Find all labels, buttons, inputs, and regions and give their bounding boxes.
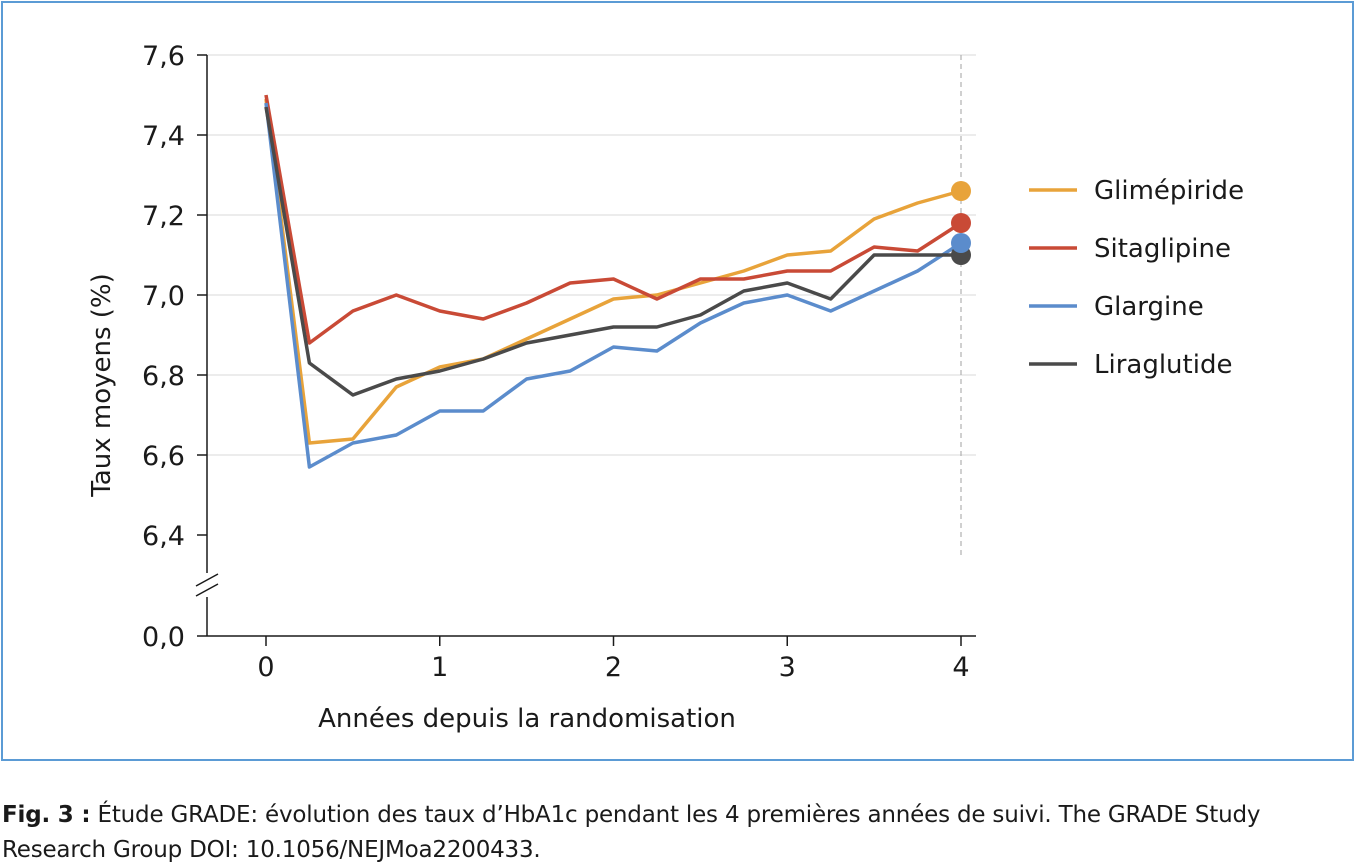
x-tick-label: 1 (431, 652, 448, 683)
y-tick-label: 7,6 (142, 41, 185, 72)
legend-label: Liraglutide (1094, 350, 1232, 380)
y-tick-label: 7,0 (142, 281, 185, 312)
series-line-liraglutide (264, 106, 961, 397)
y-tick-labels: 7,6 7,4 7,2 7,0 6,8 6,6 6,4 0,0 (142, 41, 185, 653)
y-tick-label: 6,4 (142, 521, 185, 552)
axis-break-mark (195, 583, 219, 597)
legend-label: Glimépiride (1094, 176, 1244, 206)
series-lines (264, 94, 971, 469)
x-tick-label: 3 (779, 652, 796, 683)
y-tick-label: 6,8 (142, 361, 185, 392)
series-line-sitaglipine (264, 94, 962, 345)
endpoint-marker-glargine (951, 233, 971, 253)
x-tick-label: 4 (952, 652, 969, 683)
x-axis-label: Années depuis la randomisation (318, 704, 736, 734)
axes (195, 54, 976, 646)
y-axis-label: Taux moyens (%) (87, 273, 117, 498)
legend-label: Sitaglipine (1094, 234, 1231, 264)
caption-label: Fig. 3 : (2, 802, 91, 828)
y-tick-label: 6,6 (142, 441, 185, 472)
hba1c-line-chart: 7,6 7,4 7,2 7,0 6,8 6,6 6,4 0,0 0 1 2 3 4 Glimépiri… (87, 41, 1244, 734)
y-tick-label: 7,2 (142, 201, 185, 232)
x-tick-labels: 0 1 2 3 4 (257, 652, 969, 683)
legend-label: Glargine (1094, 292, 1204, 322)
series-line-glimépiride (264, 98, 962, 445)
figure-frame (1, 1, 1354, 761)
series-line-glargine (264, 102, 962, 469)
caption-text: Étude GRADE: évolution des taux d’HbA1c … (2, 802, 1261, 863)
x-tick-label: 2 (605, 652, 622, 683)
y-tick-label: 0,0 (142, 622, 185, 653)
figure-caption: Fig. 3 : Étude GRADE: évolution des taux… (2, 798, 1354, 868)
gridlines (207, 54, 976, 557)
endpoint-marker-glimépiride (951, 181, 971, 201)
x-tick-label: 0 (257, 652, 274, 683)
y-tick-label: 7,4 (142, 121, 185, 152)
endpoint-marker-sitaglipine (951, 213, 971, 233)
axis-break-mark (195, 573, 219, 587)
legend: Glimépiride Sitaglipine Glargine Liraglutid… (1029, 176, 1244, 380)
